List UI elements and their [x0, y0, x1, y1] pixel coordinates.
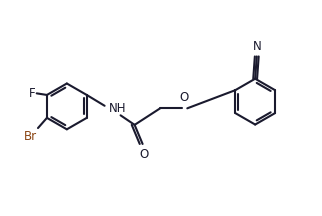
Text: NH: NH	[109, 102, 126, 115]
Text: N: N	[252, 40, 261, 53]
Text: Br: Br	[24, 130, 37, 143]
Text: O: O	[139, 148, 148, 161]
Text: O: O	[180, 92, 189, 105]
Text: F: F	[28, 87, 35, 100]
